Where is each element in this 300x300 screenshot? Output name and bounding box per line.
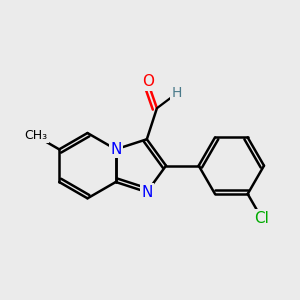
Text: O: O xyxy=(142,74,154,89)
Text: N: N xyxy=(141,184,152,200)
Text: Cl: Cl xyxy=(254,211,269,226)
Text: N: N xyxy=(110,142,122,157)
Text: CH₃: CH₃ xyxy=(24,130,48,142)
Text: H: H xyxy=(171,86,182,100)
